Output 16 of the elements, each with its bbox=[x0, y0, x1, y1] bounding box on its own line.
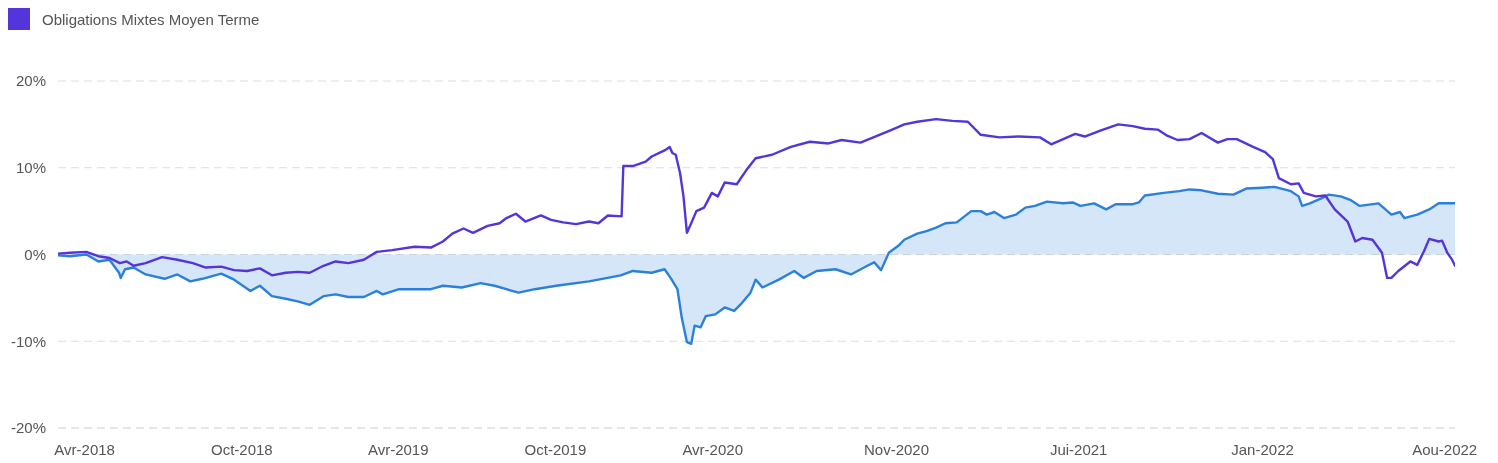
y-tick-label: 10% bbox=[15, 159, 46, 177]
x-tick-label: Oct-2018 bbox=[211, 440, 273, 458]
x-tick-label: Avr-2020 bbox=[682, 440, 743, 458]
x-tick-label: Avr-2018 bbox=[54, 440, 115, 458]
line-series bbox=[58, 117, 1455, 280]
legend-label: Obligations Mixtes Moyen Terme bbox=[42, 10, 260, 28]
y-tick-label: 0% bbox=[24, 245, 46, 263]
y-tick-label: -10% bbox=[10, 332, 46, 350]
y-tick-label: -20% bbox=[10, 419, 46, 437]
x-tick-label: Nov-2020 bbox=[864, 440, 930, 458]
x-tick-label: Avr-2019 bbox=[367, 440, 429, 458]
x-tick-label: Aou-2022 bbox=[1412, 440, 1478, 458]
y-tick-label: 20% bbox=[15, 72, 46, 90]
x-tick-label: Jui-2021 bbox=[1049, 440, 1108, 458]
x-tick-label: Jan-2022 bbox=[1231, 440, 1294, 458]
x-tick-label: Oct-2019 bbox=[524, 440, 587, 458]
